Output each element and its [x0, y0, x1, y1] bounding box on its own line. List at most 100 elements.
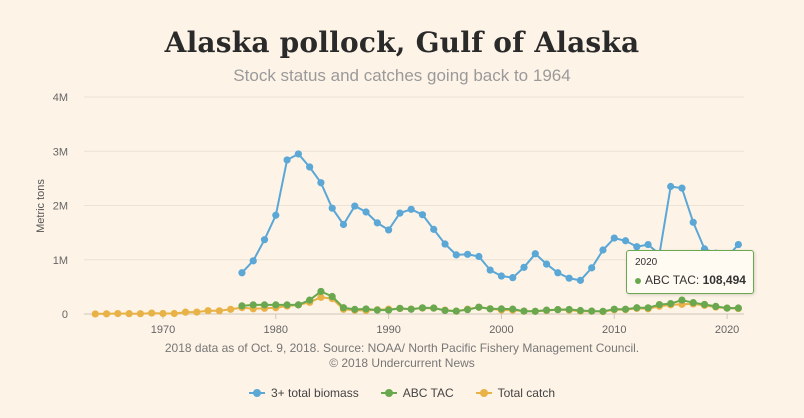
data-point[interactable] [633, 243, 641, 251]
data-point[interactable] [633, 304, 641, 312]
data-point[interactable] [497, 305, 506, 313]
data-point[interactable] [621, 305, 630, 313]
data-point[interactable] [317, 287, 325, 296]
data-point[interactable] [102, 310, 111, 318]
data-point[interactable] [554, 269, 562, 277]
data-point[interactable] [125, 310, 133, 318]
data-point[interactable] [486, 305, 494, 313]
data-point[interactable] [734, 240, 742, 249]
data-point[interactable] [441, 306, 449, 315]
data-point[interactable] [667, 299, 675, 308]
data-point[interactable] [260, 236, 269, 244]
data-point[interactable] [351, 305, 359, 313]
data-point[interactable] [362, 208, 370, 216]
data-point[interactable] [621, 237, 630, 245]
data-point[interactable] [734, 304, 742, 312]
data-point[interactable] [430, 225, 438, 233]
data-point[interactable] [712, 302, 720, 311]
data-point[interactable] [385, 226, 393, 234]
data-point[interactable] [576, 276, 585, 284]
data-point[interactable] [238, 269, 246, 277]
data-point[interactable] [463, 250, 472, 258]
data-point[interactable] [531, 307, 539, 315]
data-point[interactable] [193, 308, 201, 316]
data-point[interactable] [294, 301, 302, 309]
data-point[interactable] [441, 240, 449, 248]
data-point[interactable] [170, 309, 178, 318]
data-point[interactable] [238, 302, 246, 310]
data-point[interactable] [385, 306, 393, 314]
data-point[interactable] [700, 300, 709, 309]
data-point[interactable] [272, 301, 280, 309]
data-point[interactable] [306, 163, 314, 171]
data-point[interactable] [136, 310, 145, 318]
data-point[interactable] [475, 252, 483, 261]
data-point[interactable] [644, 240, 652, 249]
data-point[interactable] [396, 304, 404, 312]
data-point[interactable] [531, 250, 539, 258]
data-point[interactable] [486, 266, 494, 274]
data-point[interactable] [407, 205, 415, 213]
data-point[interactable] [148, 309, 156, 317]
data-point[interactable] [294, 150, 302, 158]
data-point[interactable] [362, 305, 370, 313]
data-point[interactable] [317, 179, 325, 187]
data-point[interactable] [520, 263, 528, 271]
data-point[interactable] [396, 209, 404, 217]
data-point[interactable] [260, 301, 269, 309]
data-point[interactable] [373, 219, 381, 227]
data-point[interactable] [373, 306, 381, 314]
data-point[interactable] [249, 257, 257, 265]
data-point[interactable] [565, 305, 573, 314]
data-point[interactable] [351, 202, 359, 210]
data-point[interactable] [339, 304, 348, 312]
data-point[interactable] [689, 299, 697, 307]
data-point[interactable] [599, 307, 607, 315]
data-point[interactable] [272, 211, 280, 219]
data-point[interactable] [328, 292, 336, 301]
data-point[interactable] [181, 308, 190, 316]
data-point[interactable] [509, 274, 517, 282]
data-point[interactable] [249, 301, 257, 309]
data-point[interactable] [475, 303, 483, 311]
data-point[interactable] [723, 304, 731, 312]
data-point[interactable] [227, 305, 235, 313]
data-point[interactable] [588, 307, 596, 315]
data-point[interactable] [339, 220, 348, 229]
data-point[interactable] [463, 306, 472, 314]
data-point[interactable] [283, 301, 291, 309]
data-point[interactable] [215, 307, 223, 315]
legend-item[interactable]: ABC TAC [380, 386, 454, 400]
data-point[interactable] [509, 305, 517, 313]
data-point[interactable] [554, 306, 562, 314]
data-point[interactable] [588, 264, 596, 272]
data-point[interactable] [678, 184, 686, 192]
data-point[interactable] [418, 211, 427, 219]
data-point[interactable] [497, 272, 506, 280]
data-point[interactable] [317, 293, 325, 301]
data-point[interactable] [678, 296, 686, 304]
data-point[interactable] [407, 305, 415, 313]
data-point[interactable] [610, 305, 618, 313]
data-point[interactable] [542, 260, 551, 268]
data-point[interactable] [599, 246, 607, 254]
legend-item[interactable]: Total catch [475, 386, 555, 400]
data-point[interactable] [204, 307, 212, 315]
data-point[interactable] [114, 309, 122, 318]
data-point[interactable] [689, 218, 697, 226]
data-point[interactable] [565, 274, 573, 282]
data-point[interactable] [542, 306, 551, 314]
data-point[interactable] [576, 306, 585, 315]
data-point[interactable] [452, 307, 460, 315]
data-point[interactable] [610, 234, 618, 242]
data-point[interactable] [655, 300, 663, 309]
data-point[interactable] [452, 251, 460, 259]
data-point[interactable] [644, 304, 652, 312]
data-point[interactable] [430, 304, 438, 312]
data-point[interactable] [418, 304, 427, 312]
data-point[interactable] [283, 156, 291, 164]
data-point[interactable] [667, 182, 675, 191]
data-point[interactable] [306, 296, 314, 304]
data-point[interactable] [91, 310, 99, 318]
data-point[interactable] [328, 204, 336, 212]
